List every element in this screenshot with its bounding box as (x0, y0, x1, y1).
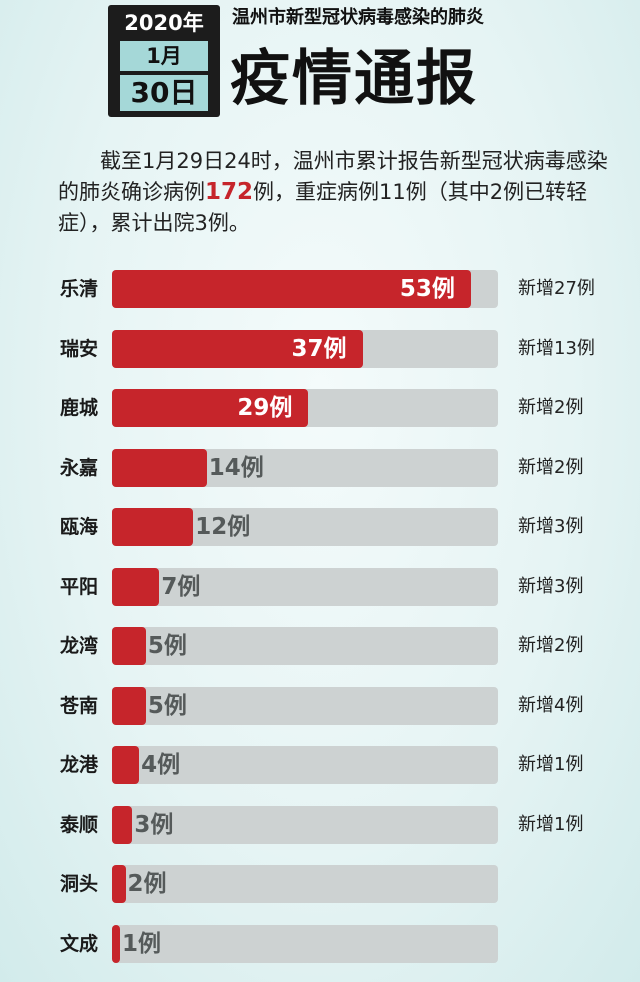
new-cases-label: 新增2例 (518, 457, 584, 478)
bar-track: 4例 (112, 746, 498, 784)
bar (112, 508, 194, 546)
page-title: 疫情通报 (230, 44, 478, 114)
category-label: 瓯海 (60, 516, 99, 538)
bar-value-label: 37例 (291, 336, 347, 362)
bar-value-label: 53例 (399, 276, 455, 302)
new-cases-label: 新增27例 (518, 278, 595, 299)
new-cases-label: 新增13例 (518, 338, 595, 359)
bar-value-label: 14例 (208, 455, 264, 481)
bar-value-label: 2例 (127, 871, 167, 897)
category-label: 瑞安 (60, 338, 99, 360)
date-month: 1月 (120, 41, 208, 71)
bar-value-label: 5例 (147, 633, 187, 659)
bar-track: 5例 (112, 627, 498, 665)
bar-track: 3例 (112, 806, 498, 844)
bar (112, 687, 146, 725)
new-cases-label: 新增1例 (518, 754, 584, 775)
new-cases-label: 新增3例 (518, 516, 584, 537)
bar-track: 12例 (112, 508, 498, 546)
category-label: 永嘉 (60, 457, 99, 479)
bar-value-label: 12例 (195, 514, 251, 540)
category-label: 文成 (60, 933, 99, 955)
category-label: 苍南 (60, 695, 99, 717)
summary-part1: 截至1月29日24时，温州市累计报告新型冠状病毒感染的肺炎确诊病例 (58, 149, 608, 204)
bar (112, 449, 207, 487)
bar-track: 53例 (112, 270, 498, 308)
bar-value-label: 7例 (161, 574, 201, 600)
bar (112, 270, 471, 308)
category-label: 鹿城 (60, 397, 99, 419)
bar (112, 568, 160, 606)
bar (112, 925, 120, 963)
date-block: 2020年 1月 30日 (108, 5, 220, 117)
bar (112, 806, 133, 844)
category-label: 乐清 (60, 278, 99, 300)
bar (112, 389, 309, 427)
bar-value-label: 4例 (141, 752, 181, 778)
new-cases-label: 新增3例 (518, 576, 584, 597)
summary-part2: 例，重症病例11例（其中2例已转轻症），累计出院3例。 (58, 180, 588, 235)
subtitle: 温州市新型冠状病毒感染的肺炎 (232, 7, 484, 28)
date-day: 30日 (120, 75, 208, 111)
bar-track: 5例 (112, 687, 498, 725)
bar (112, 330, 363, 368)
bar-value-label: 5例 (147, 693, 187, 719)
summary-highlight: 172 (205, 179, 254, 205)
bar-track: 14例 (112, 449, 498, 487)
new-cases-label: 新增2例 (518, 397, 584, 418)
bar (112, 627, 146, 665)
category-label: 洞头 (60, 873, 99, 895)
bar-track: 7例 (112, 568, 498, 606)
header: 2020年 1月 30日 温州市新型冠状病毒感染的肺炎 疫情通报 (108, 5, 628, 123)
category-label: 龙港 (60, 754, 99, 776)
bar (112, 865, 126, 903)
bar-track: 37例 (112, 330, 498, 368)
new-cases-label: 新增4例 (518, 695, 584, 716)
bar-value-label: 29例 (237, 395, 293, 421)
bar-track: 29例 (112, 389, 498, 427)
bar-value-label: 3例 (134, 812, 174, 838)
category-label: 平阳 (60, 576, 99, 598)
new-cases-label: 新增2例 (518, 635, 584, 656)
category-label: 泰顺 (60, 814, 99, 836)
bar-track: 1例 (112, 925, 498, 963)
category-label: 龙湾 (60, 635, 99, 657)
new-cases-label: 新增1例 (518, 814, 584, 835)
bar-track: 2例 (112, 865, 498, 903)
summary-text: 截至1月29日24时，温州市累计报告新型冠状病毒感染的肺炎确诊病例172例，重症… (58, 146, 618, 239)
bar (112, 746, 140, 784)
bar-value-label: 1例 (122, 931, 162, 957)
date-year: 2020年 (124, 11, 204, 35)
